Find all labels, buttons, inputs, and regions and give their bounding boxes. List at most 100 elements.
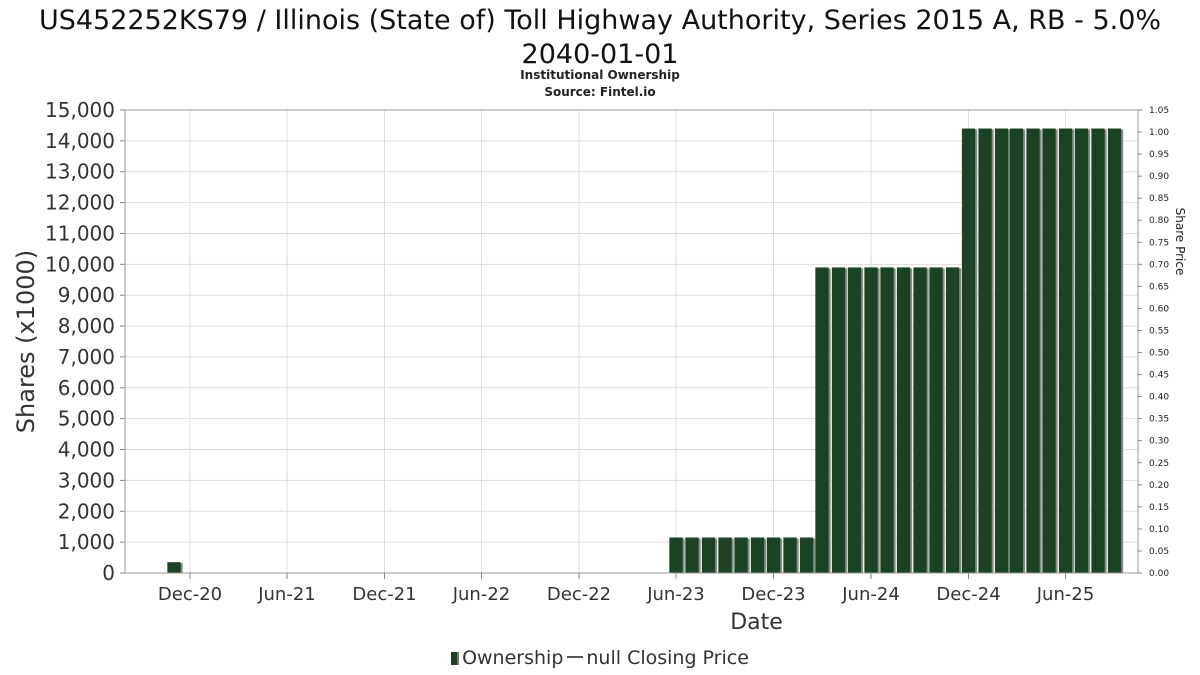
y2-tick-label: 0.90	[1149, 172, 1169, 182]
ownership-bar	[896, 267, 913, 573]
plot-frame	[124, 109, 1139, 574]
ownership-bar	[766, 537, 783, 573]
y2-tick-label: 0.30	[1149, 437, 1169, 447]
ownership-bar	[783, 537, 799, 573]
x-tick-label: Jun-21	[257, 584, 316, 605]
y2-tick-label: 0.55	[1149, 326, 1169, 336]
y2-tick-label: 1.05	[1149, 106, 1169, 116]
ownership-bar-fill	[799, 537, 814, 573]
y2-axis-label: Share Price	[1173, 208, 1187, 276]
ownership-bar	[1058, 128, 1075, 573]
ownership-legend-swatch	[451, 652, 460, 665]
y2-tick-label: 0.25	[1149, 459, 1169, 469]
x-tick-label: Jun-24	[841, 584, 900, 605]
y2-tick-label: 0.80	[1149, 216, 1169, 226]
ownership-bar	[718, 537, 734, 573]
ownership-bar	[167, 562, 183, 573]
y-tick-label: 4,000	[58, 438, 115, 462]
ownership-bar	[978, 128, 994, 573]
legend: Ownership null Closing Price	[0, 647, 1200, 669]
x-tick-label: Dec-20	[158, 584, 222, 605]
y2-tick-label: 0.50	[1149, 349, 1169, 359]
y-tick-label: 11,000	[45, 221, 115, 245]
y2-tick-label: 0.00	[1149, 569, 1169, 579]
ownership-bar-fill	[766, 537, 781, 573]
legend-ownership-label: Ownership	[462, 647, 564, 669]
y-axis-ticks: 0 1,000 2,000 3,000 4,000 5,000 6,000 7,000 8,00…	[45, 98, 125, 585]
ownership-bar-fill	[1042, 128, 1056, 573]
ownership-bar-fill	[783, 537, 797, 573]
ownership-bar-fill	[1058, 128, 1073, 573]
y2-tick-label: 0.15	[1149, 503, 1169, 513]
ownership-bar-fill	[913, 267, 927, 573]
ownership-bar-fill	[945, 267, 960, 573]
x-tick-label: Dec-21	[352, 584, 416, 605]
ownership-bar-fill	[994, 128, 1009, 573]
ownership-bar-fill	[1091, 128, 1105, 573]
ownership-bar-fill	[734, 537, 748, 573]
ownership-bar	[880, 267, 896, 573]
ownership-bar	[847, 267, 864, 573]
y-tick-label: 0	[102, 561, 115, 585]
ownership-bar	[913, 267, 929, 573]
ownership-bar-fill	[167, 562, 181, 573]
ownership-bar	[1091, 128, 1107, 573]
chart-title-line-2: 2040-01-01	[521, 39, 679, 70]
ownership-bar-fill	[880, 267, 894, 573]
x-tick-label: Jun-23	[646, 584, 705, 605]
ownership-bar	[734, 537, 750, 573]
ownership-bar-fill	[929, 267, 943, 573]
ownership-bar	[685, 537, 701, 573]
ownership-bar	[701, 537, 718, 573]
ownership-bar-fill	[831, 267, 846, 573]
ownership-chart: 0 1,000 2,000 3,000 4,000 5,000 6,000 7,000 8,00…	[12, 98, 1187, 635]
ownership-bar-fill	[1026, 128, 1040, 573]
ownership-bar-fill	[701, 537, 716, 573]
y-tick-label: 2,000	[58, 499, 115, 523]
y-tick-label: 8,000	[58, 314, 115, 338]
ownership-bar-fill	[750, 537, 765, 573]
y2-tick-label: 0.05	[1149, 547, 1169, 557]
y2-tick-label: 0.70	[1149, 260, 1169, 270]
x-tick-label: Dec-22	[547, 584, 611, 605]
ownership-bar	[864, 267, 880, 573]
ownership-bar	[750, 537, 767, 573]
x-axis-label: Date	[730, 610, 783, 635]
y2-tick-label: 0.85	[1149, 194, 1169, 204]
y-tick-label: 12,000	[45, 191, 115, 215]
y2-tick-label: 1.00	[1149, 128, 1169, 138]
y2-tick-label: 0.75	[1149, 238, 1169, 248]
y2-tick-label: 0.10	[1149, 525, 1169, 535]
chart-title-line-1: US452252KS79 / Illinois (State of) Toll …	[38, 5, 1162, 36]
ownership-bar	[1107, 128, 1124, 573]
ownership-bar	[961, 128, 978, 573]
y2-axis-ticks: 0.00 0.05 0.10 0.15 0.20 0.25 0.30 0.35 0.40 0.45…	[1138, 106, 1169, 579]
x-tick-label: Jun-25	[1036, 584, 1095, 605]
y2-tick-label: 0.60	[1149, 304, 1169, 314]
x-tick-label: Dec-24	[936, 584, 1000, 605]
ownership-bar	[831, 267, 848, 573]
ownership-bar	[1074, 128, 1091, 573]
ownership-bar-fill	[1074, 128, 1089, 573]
ownership-bar	[815, 267, 831, 573]
y-tick-label: 5,000	[58, 407, 115, 431]
ownership-bar	[1009, 128, 1026, 573]
y-tick-label: 6,000	[58, 376, 115, 400]
ownership-bars	[167, 128, 1124, 573]
ownership-bar	[994, 128, 1011, 573]
y-tick-label: 13,000	[45, 160, 115, 184]
chart-title: US452252KS79 / Illinois (State of) Toll …	[0, 4, 1200, 72]
x-tick-label: Jun-22	[452, 584, 511, 605]
ownership-bar	[669, 537, 685, 573]
ownership-bar	[1042, 128, 1058, 573]
y2-tick-label: 0.20	[1149, 481, 1169, 491]
ownership-bar	[945, 267, 962, 573]
y-tick-label: 14,000	[45, 129, 115, 153]
price-legend-swatch	[567, 656, 584, 658]
ownership-bar-fill	[718, 537, 732, 573]
y2-tick-label: 0.40	[1149, 393, 1169, 403]
ownership-bar-fill	[864, 267, 878, 573]
ownership-bar-fill	[847, 267, 862, 573]
ownership-bar-fill	[685, 537, 699, 573]
y-tick-label: 9,000	[58, 283, 115, 307]
